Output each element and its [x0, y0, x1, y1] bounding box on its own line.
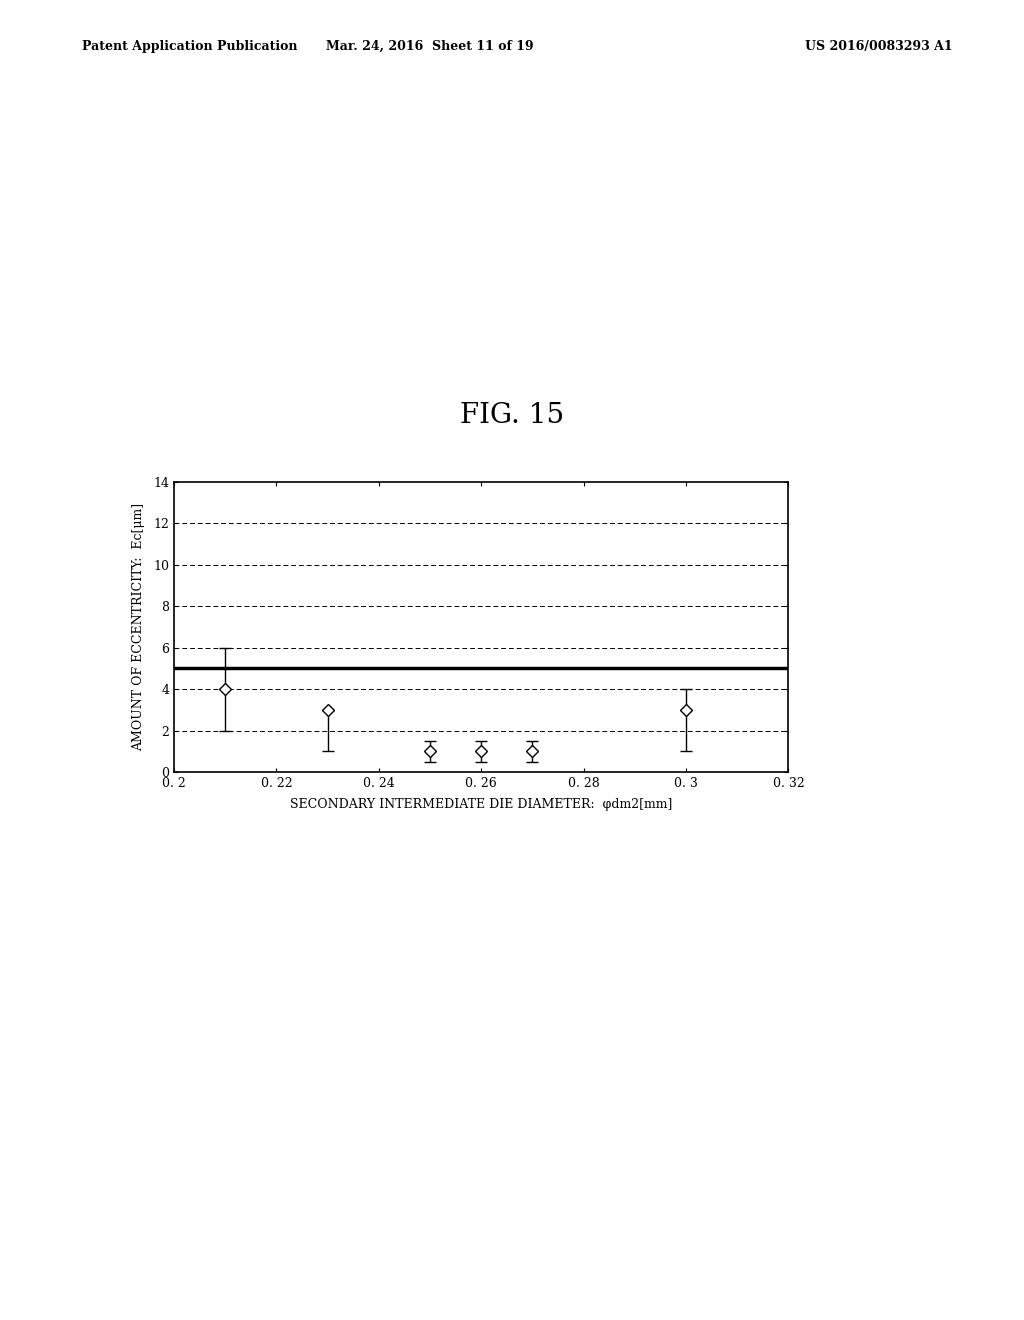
- Text: US 2016/0083293 A1: US 2016/0083293 A1: [805, 40, 952, 53]
- Text: Mar. 24, 2016  Sheet 11 of 19: Mar. 24, 2016 Sheet 11 of 19: [327, 40, 534, 53]
- Text: Patent Application Publication: Patent Application Publication: [82, 40, 297, 53]
- Y-axis label: AMOUNT OF ECCENTRICITY:  Ec[μm]: AMOUNT OF ECCENTRICITY: Ec[μm]: [132, 503, 144, 751]
- X-axis label: SECONDARY INTERMEDIATE DIE DIAMETER:  φdm2[mm]: SECONDARY INTERMEDIATE DIE DIAMETER: φdm…: [290, 799, 673, 812]
- Text: FIG. 15: FIG. 15: [460, 403, 564, 429]
